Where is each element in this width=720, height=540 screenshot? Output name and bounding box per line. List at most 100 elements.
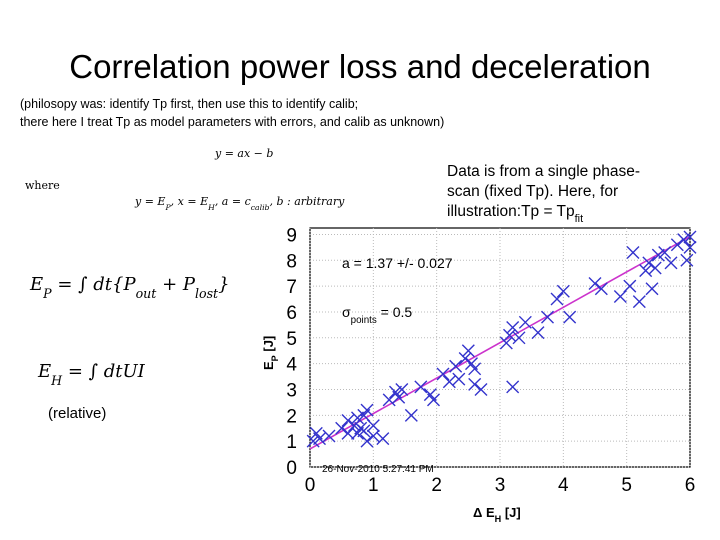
x-axis-label-part: Δ E [473, 505, 495, 520]
scatter-point [632, 295, 646, 309]
scatter-point [357, 424, 371, 438]
equation: y = ax − b [214, 147, 273, 160]
equation-sub: H [50, 373, 63, 388]
equation-part: E [37, 361, 51, 382]
note-line-part: Data is from a single phase- [447, 163, 640, 180]
x-tick-label: 4 [558, 475, 569, 496]
scatter-point [531, 326, 545, 340]
scatter-point [639, 264, 653, 278]
scatter-point [626, 246, 640, 260]
scatter-point [683, 230, 697, 244]
x-axis-label: Δ EH [J] [473, 505, 521, 524]
sigma-annotation-sub: points [351, 315, 377, 326]
y-axis-label: EP [J] [261, 336, 280, 370]
equation-sub: H [207, 203, 215, 212]
scatter-point [645, 282, 659, 296]
scatter-point [499, 336, 513, 350]
equation-sub: out [136, 286, 158, 301]
equation-part: } [218, 274, 229, 295]
scatter-point [360, 434, 374, 448]
note-line-part: scan (fixed Tp). Here, for [447, 183, 618, 200]
y-tick-label: 5 [286, 329, 297, 350]
note-line: Data is from a single phase- [447, 163, 640, 180]
y-tick-label: 0 [286, 458, 297, 479]
scatter-point [452, 372, 466, 386]
equation-part: y = ax − b [214, 147, 273, 160]
subtitle-line: (philosopy was: identify Tp first, then … [20, 97, 358, 111]
note-line-sub: fit [575, 213, 583, 225]
x-tick-label: 5 [621, 475, 632, 496]
y-tick-label: 7 [286, 277, 297, 298]
fit-annotation: a = 1.37 +/- 0.027 [342, 255, 453, 271]
note-line: scan (fixed Tp). Here, for [447, 183, 618, 200]
scatter-point [588, 277, 602, 291]
note-line: illustration:Tp = Tpfit [447, 203, 583, 225]
scatter-point [642, 256, 656, 270]
scatter-point [313, 432, 326, 446]
scatter-point [392, 390, 406, 404]
scatter-point [680, 253, 694, 267]
subtitle-line: there here I treat Tp as model parameter… [20, 115, 444, 129]
equation: EH = ∫ dtUI [37, 361, 146, 388]
equation-sub: calib [251, 203, 270, 212]
scatter-point [664, 256, 678, 270]
x-tick-label: 0 [305, 475, 316, 496]
scatter-point [550, 292, 564, 306]
equation-sub: P [164, 203, 171, 212]
x-tick-label: 1 [368, 475, 379, 496]
scatter-point [436, 367, 450, 381]
y-tick-label: 4 [286, 355, 297, 376]
slide-title: Correlation power loss and deceleration [69, 48, 651, 85]
scatter-point [442, 375, 456, 389]
scatter-point [670, 238, 684, 252]
scatter-point [366, 429, 380, 443]
y-axis-label-sub: P [270, 355, 280, 361]
scatter-point [506, 320, 520, 334]
equation-part: , x = E [171, 195, 208, 208]
fit-annotation-part: a = 1.37 +/- 0.027 [342, 255, 453, 271]
scatter-point [461, 344, 475, 358]
fit-line [309, 235, 691, 450]
scatter-point [506, 380, 520, 394]
y-tick-label: 1 [286, 432, 297, 453]
sigma-annotation: σpoints = 0.5 [342, 304, 412, 326]
scatter-point [594, 282, 608, 296]
scatter-point [341, 426, 355, 440]
equation-sub: P [42, 286, 52, 301]
scatter-point [382, 393, 396, 407]
scatter-point [512, 331, 526, 345]
scatter-point [322, 429, 336, 443]
scatter-point [414, 380, 428, 394]
equation-part: + P [156, 274, 196, 295]
equation-part: y = E [134, 195, 165, 208]
scatter-point [474, 382, 488, 396]
scatter-point [658, 246, 672, 260]
equation: y = EP, x = EH, a = ccalib, b : arbitrar… [134, 195, 345, 212]
where-label: where [25, 179, 60, 192]
y-tick-label: 3 [286, 380, 297, 401]
scatter-point [376, 432, 390, 446]
scatter-point [468, 377, 482, 391]
y-axis-label-part: [J] [261, 336, 276, 356]
scatter-point [623, 279, 637, 293]
y-tick-label: 9 [286, 225, 297, 246]
y-tick-label: 8 [286, 251, 297, 272]
timestamp: 26-Nov-2010 5:27:41 PM [322, 464, 434, 475]
equation-part: = ∫ dt{P [52, 274, 137, 295]
x-tick-label: 3 [495, 475, 506, 496]
scatter-point [366, 419, 380, 433]
x-tick-label: 2 [431, 475, 442, 496]
scatter-point [518, 315, 532, 329]
scatter-point [503, 328, 516, 342]
equation-part: , b : arbitrary [269, 195, 345, 208]
note-line-part: illustration:Tp = Tp [447, 203, 575, 220]
relative-label: (relative) [48, 405, 106, 422]
x-axis-label-part: [J] [501, 505, 521, 520]
scatter-point [449, 359, 463, 373]
scatter-point [468, 362, 482, 376]
y-tick-label: 6 [286, 303, 297, 324]
scatter-point [648, 261, 662, 275]
x-axis-label-sub: H [495, 514, 502, 524]
scatter-point [683, 240, 697, 254]
